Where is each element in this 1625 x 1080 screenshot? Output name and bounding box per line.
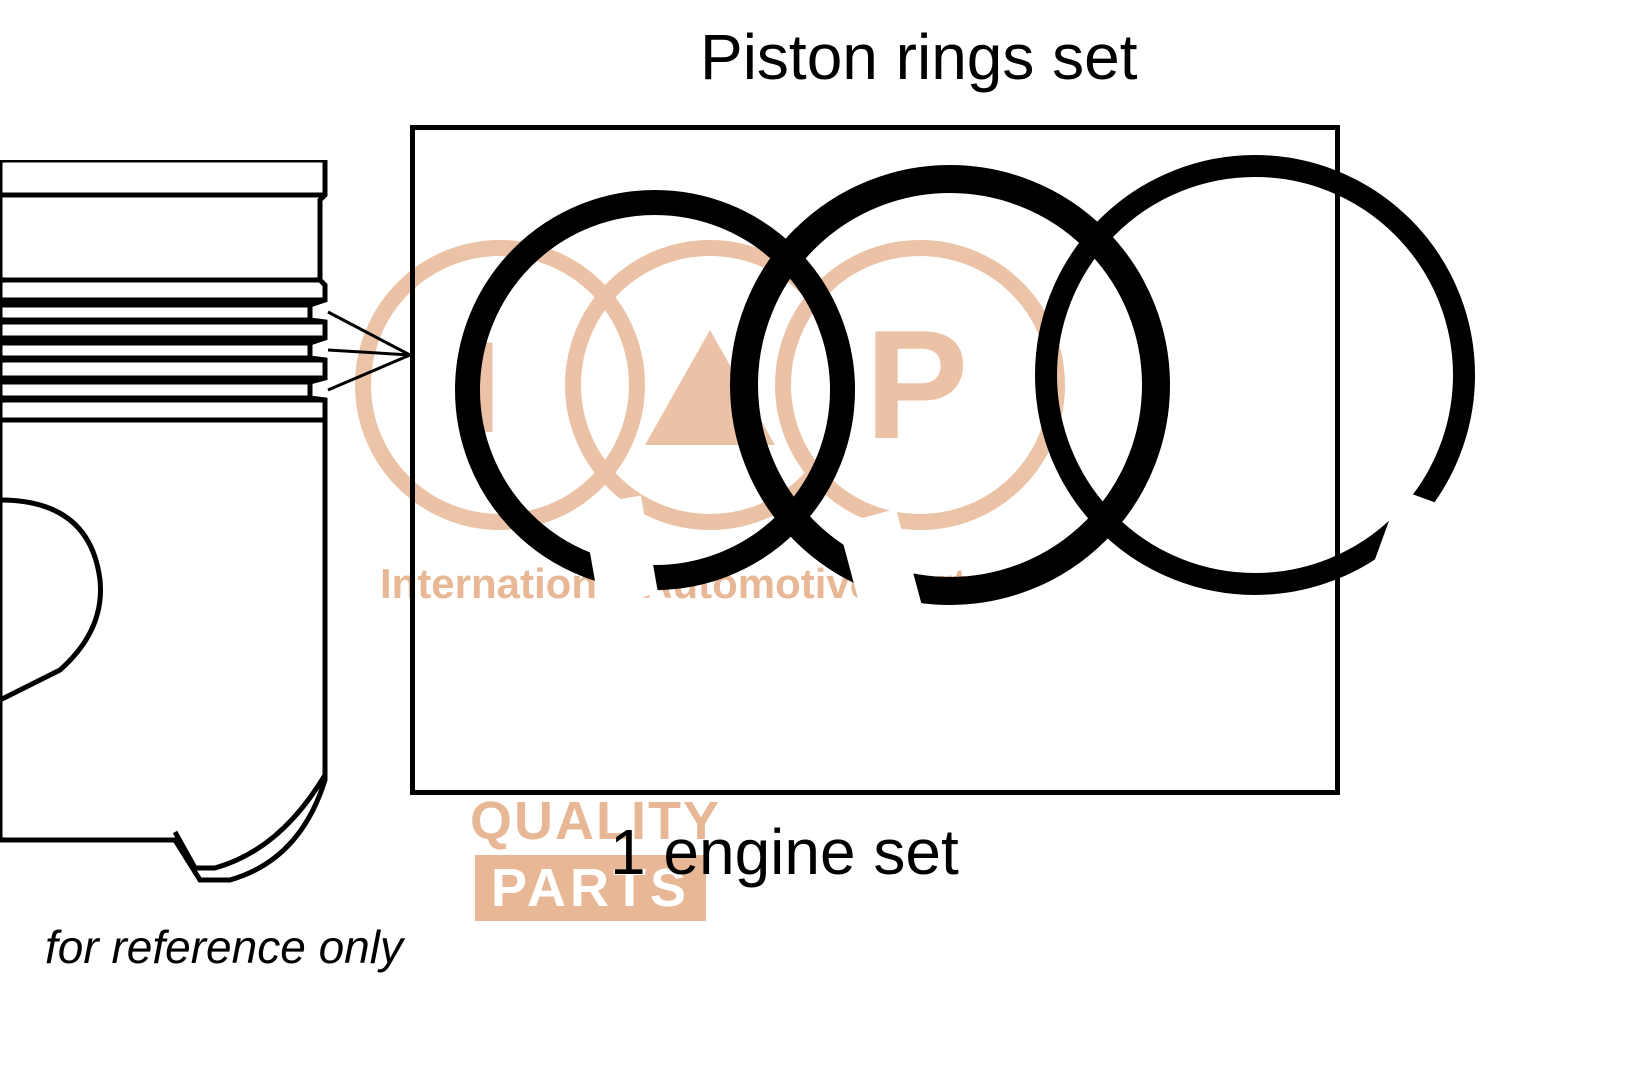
piston-reference-drawing: [0, 160, 330, 890]
engine-set-label: 1 engine set: [610, 815, 959, 889]
diagram-title: Piston rings set: [700, 20, 1138, 94]
reference-only-label: for reference only: [45, 920, 403, 974]
piston-icon: [0, 160, 330, 890]
